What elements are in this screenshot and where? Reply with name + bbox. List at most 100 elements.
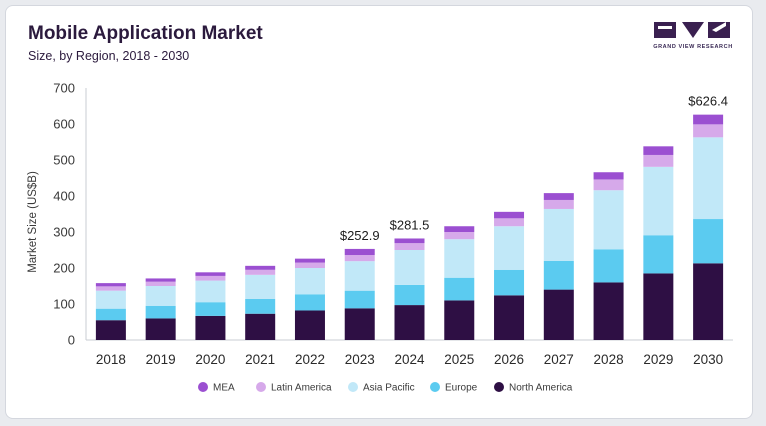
x-tick-label: 2028 (594, 352, 624, 367)
bar-segment-latin-america (245, 269, 276, 275)
bar-segment-latin-america (195, 275, 226, 281)
bar-segment-latin-america (145, 281, 176, 286)
bar-segment-mea (95, 283, 126, 287)
legend: MEA Latin America Asia Pacific Europe North … (198, 382, 573, 394)
y-axis-title: Market Size (US$B) (27, 171, 39, 273)
y-tick-label: 700 (53, 81, 75, 96)
bar-segment-latin-america (593, 179, 624, 191)
bar-segment-latin-america (344, 255, 375, 262)
legend-swatch (430, 382, 440, 392)
bar-segment-north-america (245, 313, 276, 340)
x-tick-label: 2021 (245, 352, 275, 367)
total-value-label: $252.9 (340, 228, 380, 243)
legend-label: Europe (445, 383, 478, 394)
bar-segment-asia-pacific (693, 137, 724, 220)
bar-segment-mea (145, 278, 176, 282)
bar-segment-europe (95, 308, 126, 321)
legend-swatch (494, 382, 504, 392)
labels-layer: 2018 2019 2020 2021 2022 2023 2024 2025 2026 2027… (96, 94, 728, 367)
x-tick-label: 2023 (345, 352, 375, 367)
legend-swatch (198, 382, 208, 392)
chart-subtitle: Size, by Region, 2018 - 2030 (28, 49, 190, 63)
bar-segment-europe (294, 294, 325, 311)
bar-segment-asia-pacific (344, 261, 375, 291)
bar-segment-mea (294, 258, 325, 263)
bar-segment-asia-pacific (494, 226, 525, 270)
x-tick-label: 2027 (544, 352, 574, 367)
bar-segment-mea (643, 146, 674, 155)
x-tick-label: 2025 (444, 352, 474, 367)
bar-segment-europe (494, 269, 525, 296)
bar-segment-asia-pacific (294, 268, 325, 295)
x-tick-label: 2020 (195, 352, 225, 367)
grand-view-research-logo: GRAND VIEW RESEARCH (650, 20, 736, 56)
bar-segment-europe (195, 302, 226, 316)
total-value-label: $281.5 (390, 217, 430, 232)
bar-segment-asia-pacific (593, 190, 624, 250)
bar-segment-mea (543, 193, 574, 200)
bar-segment-europe (444, 277, 475, 301)
chart-card: Mobile Application Market Size, by Regio… (5, 5, 753, 419)
legend-label: MEA (213, 383, 235, 394)
x-tick-label: 2029 (643, 352, 673, 367)
legend-label: North America (509, 383, 573, 394)
bar-segment-europe (643, 235, 674, 274)
bar-segment-europe (145, 305, 176, 319)
bar-segment-europe (543, 260, 574, 290)
bar-segment-mea (444, 226, 475, 232)
y-tick-label: 600 (53, 117, 75, 132)
chart-title: Mobile Application Market (28, 23, 263, 44)
bar-segment-latin-america (693, 124, 724, 138)
bar-segment-north-america (693, 263, 724, 340)
bar-segment-europe (693, 219, 724, 264)
bar-segment-mea (494, 211, 525, 219)
logo-mark-icon (654, 22, 730, 38)
bar-segment-mea (593, 172, 624, 180)
bar-segment-latin-america (543, 199, 574, 209)
bar-segment-europe (245, 298, 276, 314)
bar-segment-north-america (494, 295, 525, 340)
bar-segment-north-america (145, 318, 176, 340)
y-tick-label: 100 (53, 297, 75, 312)
x-tick-label: 2026 (494, 352, 524, 367)
y-tick-label: 0 (68, 333, 75, 348)
y-tick-label: 300 (53, 225, 75, 240)
bar-segment-mea (344, 248, 375, 256)
bar-segment-asia-pacific (245, 274, 276, 299)
bar-segment-latin-america (394, 243, 425, 250)
y-tick-label: 200 (53, 261, 75, 276)
bar-segment-latin-america (294, 262, 325, 268)
bar-segment-north-america (593, 282, 624, 340)
bar-segment-asia-pacific (145, 286, 176, 306)
bar-segment-north-america (543, 289, 574, 340)
bar-segment-latin-america (494, 218, 525, 227)
bar-segment-mea (245, 265, 276, 270)
bar-segment-europe (394, 284, 425, 306)
bar-segment-mea (394, 238, 425, 244)
bar-segment-asia-pacific (643, 166, 674, 236)
bars-layer (95, 114, 724, 340)
y-tick-label: 400 (53, 189, 75, 204)
x-tick-label: 2022 (295, 352, 325, 367)
bar-segment-latin-america (444, 232, 475, 240)
total-value-label: $626.4 (688, 94, 728, 109)
bar-segment-mea (693, 114, 724, 125)
legend-swatch (256, 382, 266, 392)
legend-label: Asia Pacific (363, 383, 415, 394)
x-tick-label: 2030 (693, 352, 723, 367)
bar-segment-north-america (394, 305, 425, 340)
legend-swatch (348, 382, 358, 392)
y-tick-label: 500 (53, 153, 75, 168)
bar-segment-asia-pacific (195, 280, 226, 303)
bar-segment-asia-pacific (95, 290, 126, 309)
legend-label: Latin America (271, 383, 332, 394)
logo-text: GRAND VIEW RESEARCH (653, 44, 733, 50)
bar-segment-asia-pacific (394, 250, 425, 285)
bar-segment-asia-pacific (543, 208, 574, 261)
bar-segment-latin-america (95, 286, 126, 291)
x-tick-label: 2024 (394, 352, 425, 367)
bar-segment-north-america (444, 300, 475, 340)
bar-segment-europe (344, 290, 375, 309)
bar-segment-north-america (195, 315, 226, 340)
